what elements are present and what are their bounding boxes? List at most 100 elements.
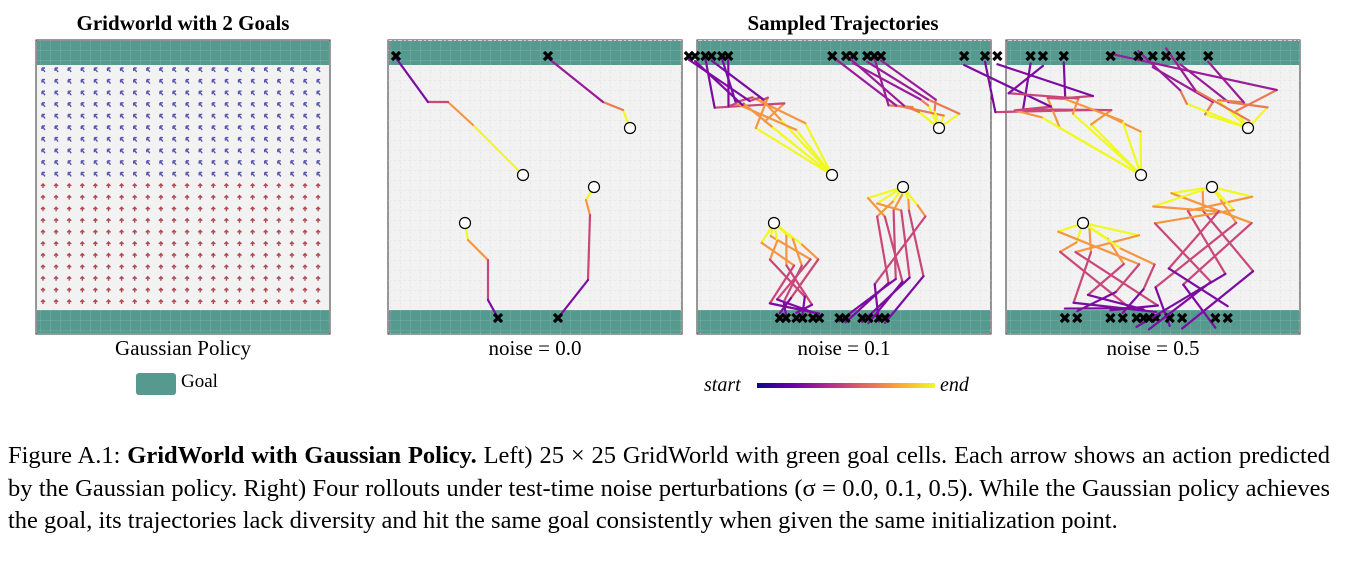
policy-arrow-icon bbox=[303, 113, 308, 119]
policy-arrow-icon bbox=[40, 206, 46, 212]
policy-arrow-icon bbox=[184, 275, 190, 281]
policy-arrow-icon bbox=[290, 78, 295, 85]
end-cross-icon bbox=[1222, 312, 1233, 324]
policy-arrow-icon bbox=[53, 275, 59, 281]
policy-arrow-icon bbox=[158, 275, 164, 281]
policy-arrow-icon bbox=[106, 287, 111, 293]
trajectory-segment bbox=[876, 202, 903, 212]
panel-label-noise-2: noise = 0.5 bbox=[1106, 336, 1200, 360]
policy-arrow-icon bbox=[171, 183, 177, 188]
trajectory-segment bbox=[804, 122, 834, 177]
policy-arrow-icon bbox=[119, 287, 125, 293]
end-cross-icon bbox=[780, 312, 792, 324]
policy-arrow-icon bbox=[119, 252, 125, 258]
policy-arrow-icon bbox=[237, 206, 242, 212]
trajectory-segment bbox=[1086, 262, 1125, 296]
trajectory-segment bbox=[601, 100, 625, 112]
policy-arrow-icon bbox=[119, 241, 125, 246]
policy-arrow-icon bbox=[277, 148, 282, 154]
policy-arrow-icon bbox=[41, 78, 46, 85]
policy-arrow-icon bbox=[119, 160, 125, 166]
policy-arrow-icon bbox=[184, 183, 190, 188]
start-point-icon bbox=[1076, 216, 1090, 230]
end-cross-icon bbox=[1117, 312, 1128, 324]
start-point-icon bbox=[1205, 180, 1219, 194]
policy-arrow-icon bbox=[264, 125, 269, 131]
end-cross-icon bbox=[1176, 312, 1188, 324]
policy-arrow-icon bbox=[184, 206, 190, 212]
policy-arrow-icon bbox=[132, 229, 138, 235]
policy-arrow-icon bbox=[224, 90, 229, 96]
policy-arrow-icon bbox=[53, 183, 59, 188]
policy-arrow-icon bbox=[290, 102, 295, 108]
policy-arrow-icon bbox=[185, 113, 190, 119]
policy-arrow-icon bbox=[198, 125, 203, 131]
trajectory-segment bbox=[867, 280, 904, 325]
policy-arrow-icon bbox=[106, 102, 112, 108]
policy-arrow-icon bbox=[276, 299, 282, 304]
policy-arrow-icon bbox=[40, 217, 46, 223]
policy-arrow-icon bbox=[106, 217, 111, 223]
policy-arrow-icon bbox=[158, 241, 164, 246]
policy-arrow-icon bbox=[79, 183, 85, 188]
policy-arrow-icon bbox=[146, 113, 151, 119]
policy-arrow-icon bbox=[250, 125, 256, 131]
policy-arrow-icon bbox=[53, 229, 59, 235]
policy-arrow-icon bbox=[184, 241, 190, 246]
colorbar-end-label: end bbox=[940, 374, 969, 396]
policy-arrow-icon bbox=[53, 264, 59, 270]
policy-arrow-icon bbox=[302, 252, 308, 258]
policy-arrow-icon bbox=[119, 264, 125, 270]
goal-region-top bbox=[389, 41, 681, 65]
policy-arrow-icon bbox=[263, 241, 269, 246]
start-point-icon bbox=[623, 121, 637, 135]
end-cross-icon bbox=[840, 50, 852, 62]
policy-arrow-icon bbox=[210, 299, 216, 304]
policy-arrow-icon bbox=[198, 78, 203, 85]
policy-arrow-icon bbox=[197, 299, 203, 304]
policy-arrow-icon bbox=[237, 217, 242, 223]
policy-arrow-icon bbox=[197, 194, 203, 200]
policy-arrow-icon bbox=[171, 252, 177, 258]
plots-canvas bbox=[35, 39, 1301, 335]
policy-arrow-icon bbox=[133, 160, 138, 166]
trajectory-segment bbox=[1182, 283, 1217, 329]
policy-arrow-icon bbox=[133, 78, 138, 85]
policy-arrow-icon bbox=[132, 275, 138, 281]
policy-arrow-icon bbox=[210, 241, 216, 246]
trajectory-segment bbox=[1201, 188, 1205, 213]
policy-arrow-icon bbox=[302, 194, 308, 200]
policy-arrow-icon bbox=[159, 125, 164, 131]
policy-arrow-icon bbox=[263, 194, 269, 200]
policy-arrow-icon bbox=[145, 183, 151, 188]
policy-arrow-icon bbox=[119, 67, 125, 73]
trajectory-segment bbox=[845, 54, 906, 107]
policy-arrow-icon bbox=[119, 125, 125, 131]
policy-arrow-icon bbox=[223, 241, 229, 246]
policy-arrow-icon bbox=[198, 102, 203, 108]
policy-arrow-icon bbox=[237, 171, 243, 177]
policy-arrow-icon bbox=[289, 194, 295, 200]
policy-arrow-icon bbox=[40, 252, 46, 258]
policy-arrow-icon bbox=[224, 78, 229, 85]
policy-arrow-icon bbox=[185, 160, 190, 166]
policy-arrow-icon bbox=[250, 113, 256, 119]
policy-arrow-icon bbox=[159, 136, 164, 143]
trajectory-segment bbox=[1088, 227, 1093, 254]
end-cross-icon bbox=[862, 50, 873, 62]
policy-arrow-icon bbox=[171, 194, 177, 200]
trajectory-segment bbox=[760, 241, 796, 267]
trajectory-segment bbox=[1059, 241, 1078, 253]
policy-arrow-icon bbox=[145, 229, 151, 235]
policy-arrow-icon bbox=[264, 148, 269, 154]
policy-arrow-icon bbox=[316, 113, 321, 119]
policy-arrow-icon bbox=[146, 148, 151, 154]
trajectory-segment bbox=[748, 96, 762, 103]
policy-arrow-icon bbox=[223, 252, 229, 258]
policy-arrow-icon bbox=[119, 206, 125, 212]
policy-arrow-icon bbox=[276, 183, 282, 188]
end-cross-icon bbox=[863, 312, 874, 324]
trajectory-segment bbox=[1072, 251, 1093, 304]
caption-text: Left) 25 × 25 GridWorld with green goal … bbox=[8, 442, 1330, 534]
policy-arrow-icon bbox=[184, 264, 190, 270]
